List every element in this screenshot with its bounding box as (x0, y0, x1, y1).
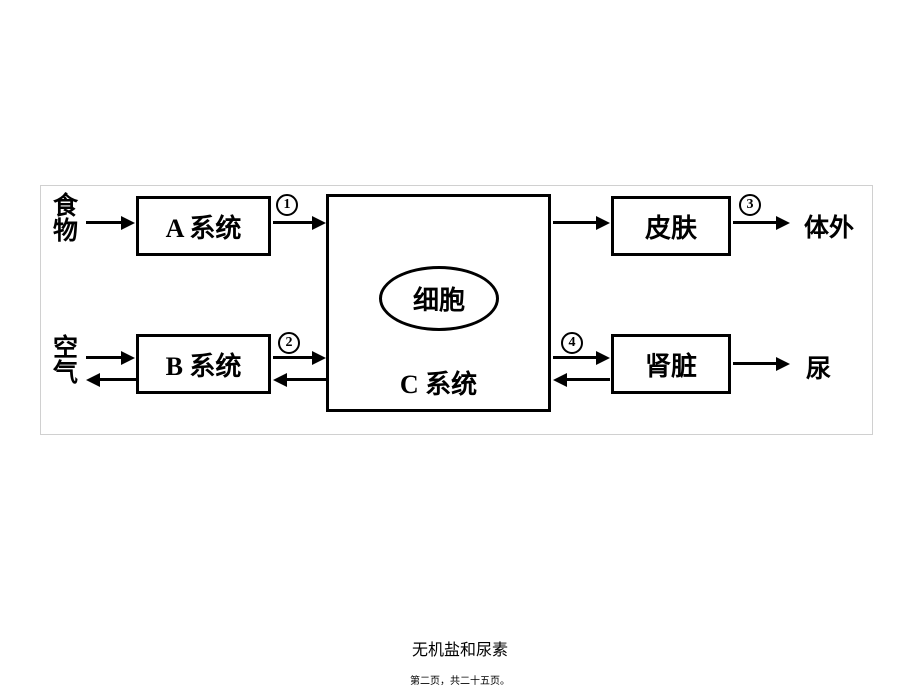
box-kidney: 肾脏 (611, 334, 731, 394)
arrow-air-to-b (86, 356, 124, 359)
page-counter: 第二页，共二十五页。 (0, 672, 920, 687)
marker-1: 1 (276, 194, 298, 216)
arrow-c-to-b (285, 378, 327, 381)
marker-4: 4 (561, 332, 583, 354)
arrow-head (596, 351, 610, 365)
arrow-b-to-c (273, 356, 315, 359)
arrow-head (273, 373, 287, 387)
arrow-head (776, 216, 790, 230)
arrow-b-to-air (98, 378, 136, 381)
arrow-kidney-to-c (564, 378, 610, 381)
arrow-c-to-kidney (553, 356, 599, 359)
arrow-kidney-to-urine (733, 362, 779, 365)
arrow-head (121, 351, 135, 365)
arrow-skin-to-outside (733, 221, 779, 224)
marker-3: 3 (739, 194, 761, 216)
arrow-food-to-a (86, 221, 124, 224)
input-label-food: 食物 (46, 192, 79, 242)
input-label-air: 空气 (46, 334, 79, 384)
cell-ellipse: 细胞 (379, 266, 499, 331)
diagram-container: 食物 空气 A 系统 B 系统 1 2 C 系统 细胞 4 皮肤 肾脏 3 体外… (40, 185, 873, 435)
box-b-system: B 系统 (136, 334, 271, 394)
arrow-head (776, 357, 790, 371)
arrow-head (86, 373, 100, 387)
arrow-head (312, 216, 326, 230)
output-label-urine: 尿 (806, 349, 831, 385)
box-a-system: A 系统 (136, 196, 271, 256)
caption-text: 无机盐和尿素 (0, 636, 920, 660)
box-c-label: C 系统 (400, 364, 477, 401)
arrow-head (312, 351, 326, 365)
arrow-a-to-c (273, 221, 315, 224)
arrow-c-to-skin (553, 221, 599, 224)
arrow-head (596, 216, 610, 230)
marker-2: 2 (278, 332, 300, 354)
arrow-head (553, 373, 567, 387)
arrow-head (121, 216, 135, 230)
output-label-outside: 体外 (804, 208, 854, 244)
box-skin: 皮肤 (611, 196, 731, 256)
